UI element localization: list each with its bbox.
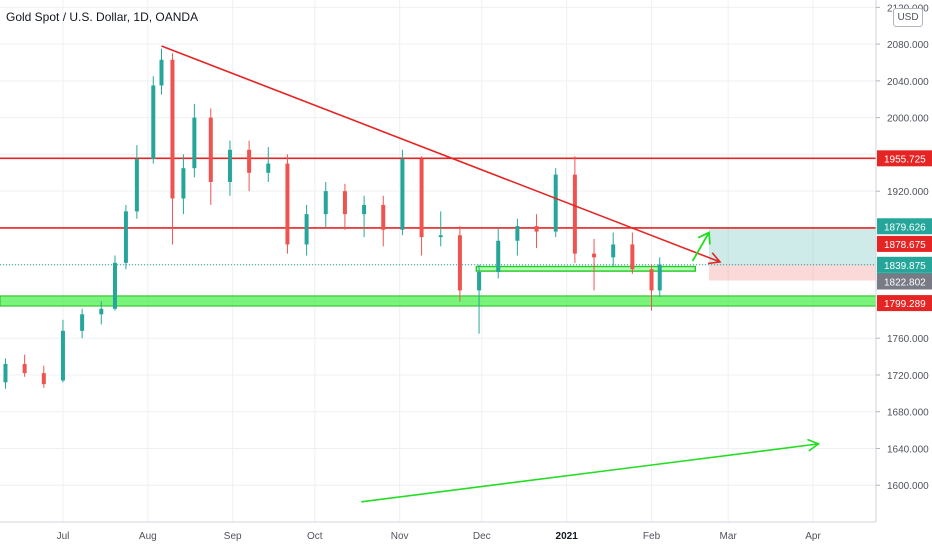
lower-trend-arrow[interactable] bbox=[361, 443, 819, 503]
trendline-arrowhead bbox=[707, 252, 722, 265]
price-scale-label: 1720.000 bbox=[887, 371, 929, 382]
candle-body bbox=[123, 211, 128, 263]
price-scale-label: 1760.000 bbox=[887, 334, 929, 345]
candle-body bbox=[381, 204, 386, 230]
currency-button[interactable]: USD bbox=[893, 8, 923, 27]
price-scale-label: 1600.000 bbox=[887, 481, 929, 492]
price-tag-label: 1878.675 bbox=[884, 240, 926, 251]
price-scale-label: 1680.000 bbox=[887, 408, 929, 419]
projection-arrowhead bbox=[697, 231, 711, 245]
time-scale-label: Feb bbox=[643, 531, 661, 542]
long-position-stop-zone[interactable] bbox=[709, 264, 882, 281]
candle-body bbox=[342, 191, 347, 215]
price-tag bbox=[877, 295, 932, 312]
candle-body bbox=[266, 163, 271, 173]
candle-body bbox=[400, 158, 405, 230]
candle-body bbox=[553, 174, 558, 232]
price-scale-label: 2080.000 bbox=[887, 40, 929, 51]
time-scale-label: 2021 bbox=[556, 531, 579, 542]
time-scale-label: Jul bbox=[57, 531, 70, 542]
price-tag bbox=[877, 256, 932, 273]
price-tag bbox=[877, 273, 932, 290]
descending-trendline[interactable] bbox=[161, 45, 721, 263]
candle-body bbox=[60, 330, 65, 381]
candle-body bbox=[99, 308, 104, 315]
price-tag-label: 1822.802 bbox=[884, 277, 926, 288]
support-zone[interactable] bbox=[0, 295, 877, 307]
candle-body bbox=[159, 59, 164, 86]
price-scale-label: 2000.000 bbox=[887, 114, 929, 125]
candle-body bbox=[496, 240, 501, 273]
candle-body bbox=[3, 363, 8, 383]
price-scale-label: 2040.000 bbox=[887, 77, 929, 88]
time-scale-label: Dec bbox=[473, 531, 491, 542]
time-scale-label: Mar bbox=[720, 531, 738, 542]
candle-body bbox=[323, 191, 328, 215]
candle-body bbox=[112, 262, 117, 309]
support-box[interactable] bbox=[475, 265, 697, 272]
time-scale[interactable] bbox=[0, 522, 932, 550]
price-scale-label: 1920.000 bbox=[887, 187, 929, 198]
long-position-target-zone[interactable] bbox=[709, 228, 882, 265]
lower-trend-arrowhead bbox=[807, 438, 821, 452]
candle-body bbox=[592, 253, 597, 258]
chart-title: Gold Spot / U.S. Dollar, 1D, OANDA bbox=[6, 10, 199, 24]
candle-body bbox=[438, 235, 443, 238]
price-tag bbox=[877, 218, 932, 235]
price-scale-label: 1640.000 bbox=[887, 444, 929, 455]
candle-body bbox=[630, 244, 635, 270]
time-scale-label: Aug bbox=[139, 531, 157, 542]
candle-body bbox=[419, 158, 424, 238]
candle-body bbox=[285, 163, 290, 245]
price-tag bbox=[877, 150, 932, 167]
candle-body bbox=[208, 117, 213, 182]
candle-body bbox=[192, 117, 197, 169]
candle-body bbox=[477, 272, 482, 291]
candle-body bbox=[657, 264, 662, 291]
time-scale-label: Nov bbox=[391, 531, 409, 542]
price-tag-label: 1839.875 bbox=[884, 261, 926, 272]
time-scale-label: Oct bbox=[307, 531, 323, 542]
candle-body bbox=[181, 168, 186, 199]
candle-body bbox=[534, 226, 539, 232]
candle-body bbox=[134, 158, 139, 212]
time-scale-label: Sep bbox=[224, 531, 242, 542]
candle-body bbox=[515, 226, 520, 241]
candle-body bbox=[22, 363, 27, 374]
price-tag bbox=[877, 235, 932, 252]
time-scale-label: Apr bbox=[805, 531, 821, 542]
projection-arrow[interactable] bbox=[691, 232, 710, 262]
price-tag-label: 1799.289 bbox=[884, 299, 926, 310]
candle-body bbox=[151, 85, 156, 159]
candle-body bbox=[362, 204, 367, 215]
candle-body bbox=[649, 269, 654, 291]
candle-body bbox=[41, 373, 46, 385]
candle-body bbox=[304, 214, 309, 245]
candle-body bbox=[247, 149, 252, 173]
candle-body bbox=[170, 59, 175, 199]
price-tag-label: 1879.626 bbox=[884, 222, 926, 233]
candle-body bbox=[227, 149, 232, 182]
candle-body bbox=[457, 235, 462, 291]
candle-body bbox=[80, 314, 85, 331]
candle-body bbox=[572, 174, 577, 254]
price-tag-label: 1955.725 bbox=[884, 154, 926, 165]
candle-body bbox=[611, 244, 616, 258]
